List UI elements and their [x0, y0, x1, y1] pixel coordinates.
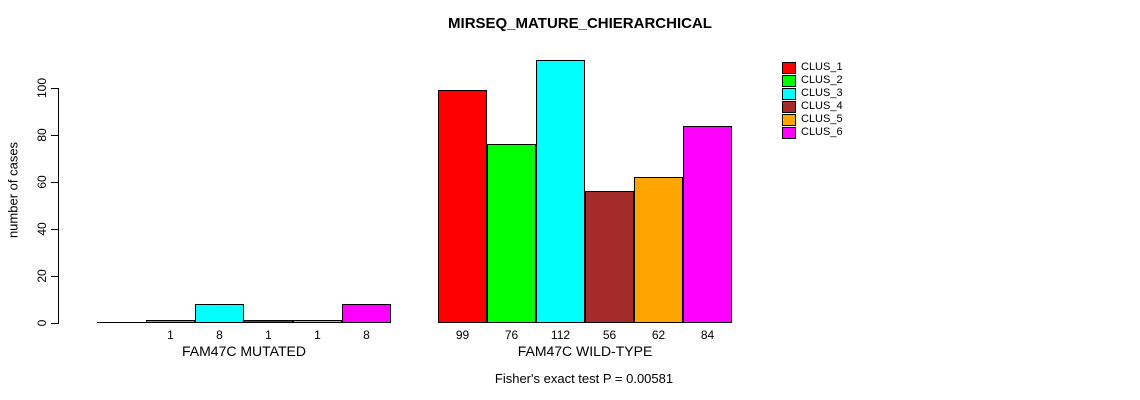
legend-color-swatch: [782, 113, 796, 126]
bar-value-label: 8: [216, 328, 223, 342]
legend-item-label: CLUS_4: [801, 100, 843, 112]
bar-value-label: 99: [455, 328, 470, 342]
bar-value-label: 8: [363, 328, 370, 342]
bar-value-label: 1: [314, 328, 321, 342]
bar-clus_2-group1: [487, 144, 536, 323]
bar-clus_5-group1: [634, 177, 683, 323]
y-tick-mark: [51, 229, 58, 230]
y-tick-label: 60: [35, 175, 49, 189]
legend-item: CLUS_2: [782, 74, 843, 87]
bar-clus_4-group1: [585, 191, 634, 323]
y-tick-label: 0: [35, 319, 49, 327]
bar-clus_1-group1: [438, 90, 487, 323]
y-tick-mark: [51, 323, 58, 324]
bar-clus_3-group0: [195, 304, 244, 323]
legend-item-label: CLUS_1: [801, 61, 843, 73]
bar-value-label: 1: [167, 328, 174, 342]
fisher-test-annotation: Fisher's exact test P = 0.00581: [494, 371, 674, 386]
legend-color-swatch: [782, 100, 796, 113]
group-label-mutated: FAM47C MUTATED: [182, 343, 306, 359]
bar-clus_1-group0: [97, 322, 146, 323]
bar-clus_5-group0: [293, 320, 342, 323]
y-axis-title: number of cases: [5, 141, 21, 239]
chart-title: MIRSEQ_MATURE_CHIERARCHICAL: [448, 15, 712, 32]
bar-clus_6-group1: [683, 126, 732, 323]
legend-item: CLUS_6: [782, 126, 843, 139]
legend-item-label: CLUS_5: [801, 113, 843, 125]
bar-value-label: 112: [550, 328, 571, 342]
legend-item: CLUS_5: [782, 113, 843, 126]
y-tick-label: 40: [35, 222, 49, 236]
y-tick-label: 100: [35, 77, 49, 99]
bar-clus_4-group0: [244, 320, 293, 323]
y-tick-mark: [51, 88, 58, 89]
bar-value-label: 76: [504, 328, 519, 342]
legend-color-swatch: [782, 74, 796, 87]
legend-item: CLUS_4: [782, 100, 843, 113]
y-tick-label: 20: [35, 269, 49, 283]
legend-color-swatch: [782, 61, 796, 74]
bar-clus_6-group0: [342, 304, 391, 323]
y-tick-label: 80: [35, 128, 49, 142]
legend-item-label: CLUS_3: [801, 87, 843, 99]
legend-color-swatch: [782, 87, 796, 100]
bar-value-label: 84: [700, 328, 715, 342]
legend-item: CLUS_3: [782, 87, 843, 100]
bar-value-label: 56: [602, 328, 617, 342]
legend-item-label: CLUS_2: [801, 74, 843, 86]
y-tick-mark: [51, 135, 58, 136]
bar-clus_2-group0: [146, 320, 195, 323]
bar-value-label: 62: [651, 328, 666, 342]
legend-item-label: CLUS_6: [801, 126, 843, 138]
legend-item: CLUS_1: [782, 61, 843, 74]
bar-value-label: 1: [265, 328, 272, 342]
group-label-wildtype: FAM47C WILD-TYPE: [517, 343, 653, 359]
y-tick-mark: [51, 276, 58, 277]
legend: CLUS_1 CLUS_2 CLUS_3 CLUS_4 CLUS_5 CLUS_6: [782, 61, 843, 139]
legend-color-swatch: [782, 126, 796, 139]
y-tick-mark: [51, 182, 58, 183]
bar-clus_3-group1: [536, 60, 585, 323]
y-axis-line: [58, 88, 59, 324]
